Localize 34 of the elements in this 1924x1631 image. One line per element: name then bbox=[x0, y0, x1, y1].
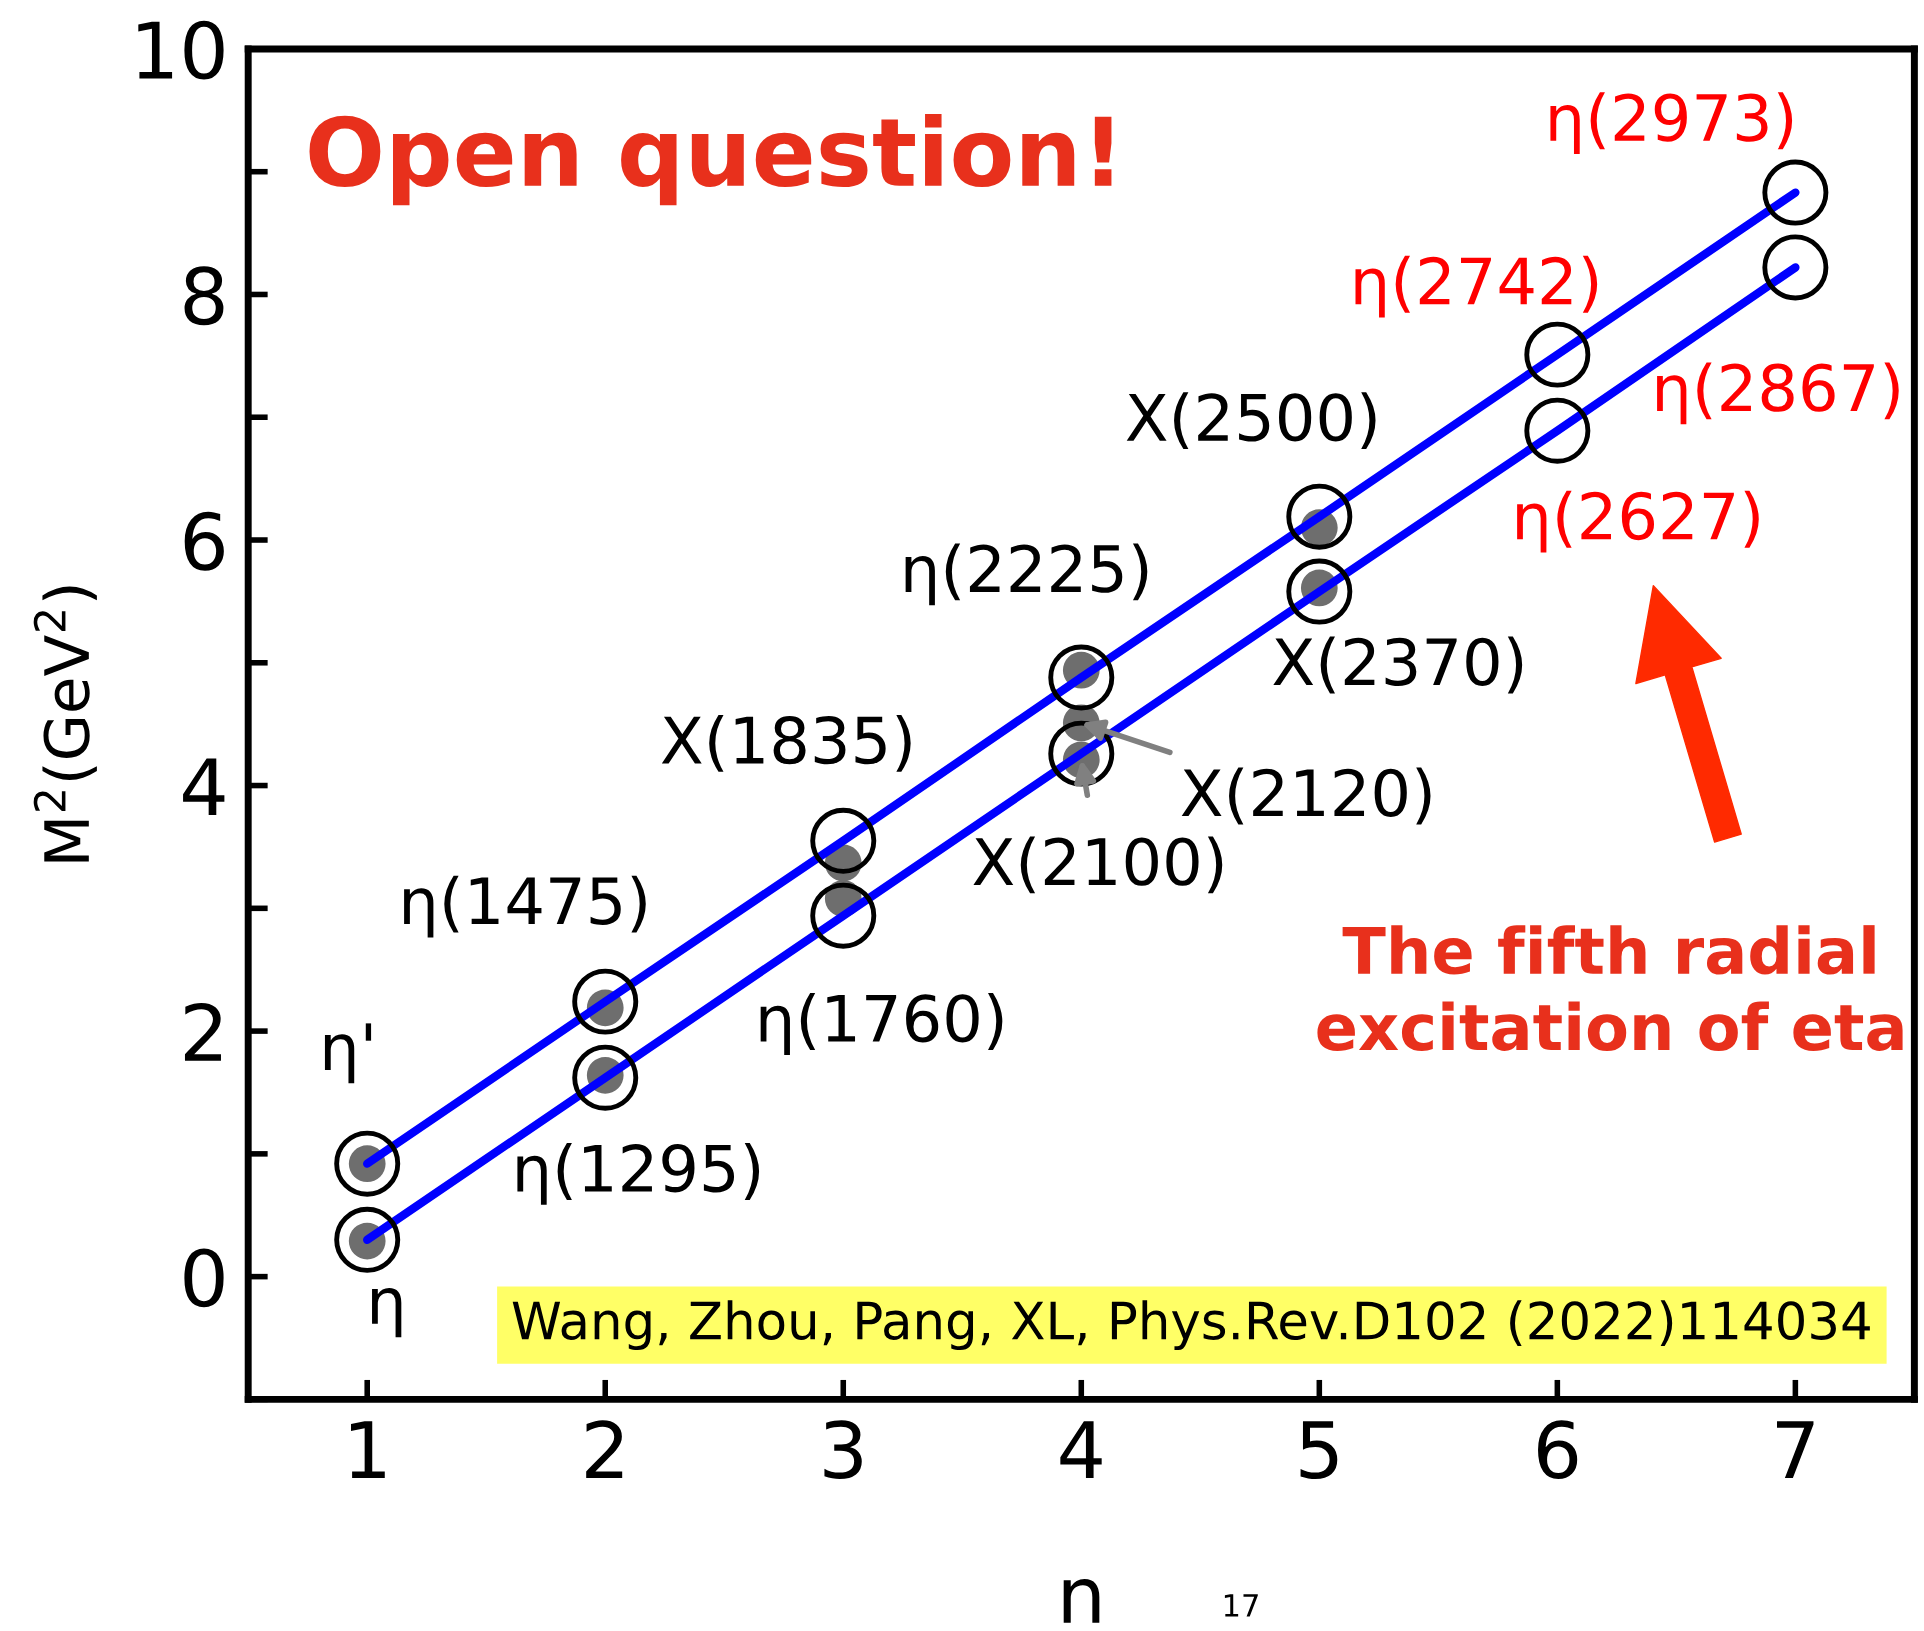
x-tick-label: 5 bbox=[1300, 1421, 1338, 1480]
text: 17 bbox=[1224, 1594, 1258, 1617]
x-tick-label: 3 bbox=[824, 1420, 862, 1480]
y-tick-label: 4 bbox=[183, 758, 225, 816]
annotation: η(2867) bbox=[1657, 362, 1899, 425]
x-tick-label: 7 bbox=[1777, 1421, 1814, 1478]
annotation: η(2627) bbox=[1517, 490, 1759, 553]
annotation: η bbox=[372, 1288, 402, 1338]
x-tick-label: 4 bbox=[1060, 1421, 1102, 1478]
annotation: Open question! bbox=[309, 113, 1112, 206]
x-tick-label: 2 bbox=[586, 1420, 623, 1478]
y-tick-label: 6 bbox=[184, 511, 224, 571]
annotation: X(2500) bbox=[1126, 392, 1376, 450]
annotation: X(2100) bbox=[973, 836, 1223, 894]
annotation: η(1475) bbox=[404, 875, 646, 938]
annotation: Wang, Zhou, Pang, XL, Phys.Rev.D102 (2022)114034 bbox=[512, 1300, 1870, 1350]
annotation: η' bbox=[324, 1023, 372, 1084]
annotation: η(1295) bbox=[517, 1143, 760, 1205]
annotation: X(2120) bbox=[1181, 767, 1431, 825]
annotation: η(1760) bbox=[760, 993, 1003, 1055]
y-tick-label: 2 bbox=[184, 1002, 221, 1061]
y-axis-title: M$^{2}$(GeV$^{2}$) bbox=[33, 586, 97, 862]
y-tick-label: 10 bbox=[138, 20, 224, 80]
annotation: X(1835) bbox=[661, 714, 911, 772]
annotation: η(2742) bbox=[1355, 255, 1598, 318]
x-tick-label: 1 bbox=[351, 1421, 385, 1478]
annotation: η(2225) bbox=[905, 543, 1148, 606]
annotation: X(2370) bbox=[1273, 636, 1523, 694]
annotation: η(2973) bbox=[1550, 92, 1793, 155]
annotation: The fifth radial excitation of eta bbox=[1317, 925, 1903, 1051]
y-tick-label: 8 bbox=[184, 266, 224, 326]
x-axis-title: n bbox=[1063, 1579, 1100, 1623]
y-tick-label: 0 bbox=[184, 1248, 224, 1308]
x-tick-label: 6 bbox=[1538, 1420, 1578, 1480]
